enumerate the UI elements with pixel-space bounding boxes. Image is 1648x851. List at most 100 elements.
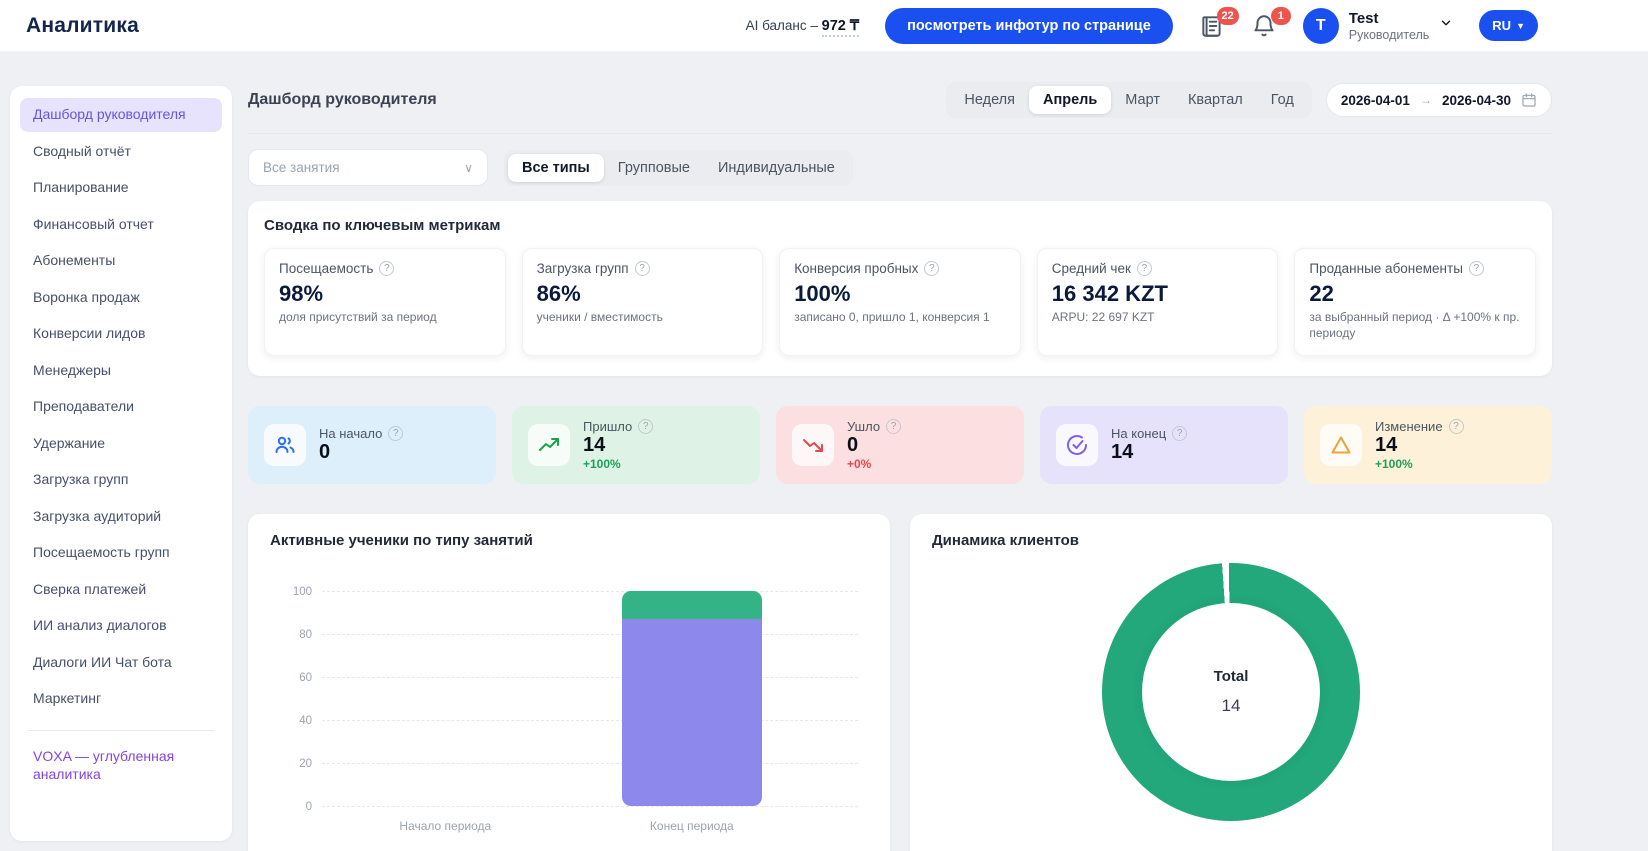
- chevron-down-icon: [1439, 16, 1453, 35]
- date-range-picker[interactable]: 2026-04-01 → 2026-04-30: [1325, 83, 1552, 117]
- sidebar-item-ai-dialog-analysis[interactable]: ИИ анализ диалогов: [33, 617, 167, 633]
- delta-triangle-icon: [1320, 424, 1362, 467]
- x-axis-label-end: Конец периода: [649, 819, 734, 834]
- user-info: Test Руководитель: [1349, 10, 1430, 42]
- sidebar-item-marketing[interactable]: Маркетинг: [33, 690, 102, 706]
- sidebar-item-sales-funnel[interactable]: Воронка продаж: [33, 288, 140, 305]
- sidebar-item-teachers[interactable]: Преподаватели: [33, 398, 134, 414]
- news-button[interactable]: 22: [1199, 6, 1239, 39]
- period-tab-quarter[interactable]: Квартал: [1187, 92, 1243, 108]
- y-tick: 20: [299, 758, 312, 771]
- help-icon[interactable]: ?: [1448, 419, 1464, 435]
- sidebar-item-subscriptions[interactable]: Абонементы: [33, 252, 116, 268]
- trend-down-icon: [792, 424, 834, 467]
- period-tab-group: Неделя Апрель Март Квартал Год: [946, 82, 1312, 118]
- help-icon[interactable]: ?: [1172, 426, 1188, 442]
- donut-total-label: Total: [1213, 668, 1249, 686]
- bar-chart-title: Активные ученики по типу занятий: [270, 532, 533, 550]
- metric-value: 86%: [536, 281, 581, 306]
- caret-down-icon: ▼: [1516, 20, 1525, 31]
- date-to[interactable]: 2026-04-30: [1441, 92, 1511, 108]
- y-tick: 80: [299, 629, 312, 642]
- sidebar-item-group-attendance[interactable]: Посещаемость групп: [33, 544, 170, 560]
- help-icon[interactable]: ?: [379, 261, 395, 276]
- stat-body: На начало? 0: [319, 426, 404, 464]
- sidebar-item-room-load[interactable]: Загрузка аудиторий: [33, 507, 162, 524]
- bell-badge: 1: [1270, 6, 1291, 25]
- type-tab-all[interactable]: Все типы: [508, 153, 604, 182]
- donut-chart-title: Динамика клиентов: [932, 532, 1080, 550]
- help-icon[interactable]: ?: [1468, 261, 1484, 276]
- y-tick: 60: [299, 672, 312, 685]
- metric-label-text: Средний чек: [1051, 261, 1131, 276]
- client-dynamics-chart-card: Динамика клиентов Total 14: [910, 514, 1552, 851]
- sidebar-item-ai-chatbot-dialogs[interactable]: Диалоги ИИ Чат бота: [33, 653, 172, 670]
- help-icon[interactable]: ?: [924, 261, 940, 276]
- metric-label: Конверсия пробных?: [794, 261, 1006, 276]
- stat-label: Изменение?: [1375, 419, 1464, 435]
- users-icon: [264, 424, 306, 467]
- metric-card-trial-conversion: Конверсия пробных? 100% записано 0, приш…: [779, 248, 1021, 357]
- metric-subtitle: за выбранный период · Δ +100% к пр. пери…: [1309, 310, 1520, 340]
- lessons-select[interactable]: Все занятия ∨: [248, 149, 488, 186]
- page-title: Дашборд руководителя: [248, 91, 437, 108]
- donut-ring[interactable]: Total 14: [1102, 563, 1360, 822]
- metric-label-text: Загрузка групп: [536, 261, 629, 276]
- metric-subtitle: ARPU: 22 697 KZT: [1051, 310, 1155, 324]
- gridline: 20: [299, 758, 858, 770]
- donut-total-value: 14: [1221, 696, 1241, 716]
- stat-label: Пришло?: [583, 419, 654, 435]
- client-stats-row: На начало? 0 Пришло? 14 +100%: [248, 406, 1552, 485]
- notifications-button[interactable]: 1: [1251, 6, 1291, 39]
- help-icon[interactable]: ?: [634, 261, 650, 276]
- metric-subtitle: доля присутствий за период: [279, 310, 437, 324]
- sidebar-item-managers[interactable]: Менеджеры: [33, 361, 111, 378]
- news-badge: 22: [1216, 6, 1239, 25]
- help-icon[interactable]: ?: [1136, 261, 1152, 276]
- app-logo: Аналитика: [26, 13, 139, 37]
- stat-body: Ушло? 0 +0%: [847, 419, 902, 471]
- news-icon: [1202, 15, 1221, 37]
- sidebar-item-dashboard[interactable]: Дашборд руководителя: [20, 98, 222, 132]
- type-tab-individual[interactable]: Индивидуальные: [717, 159, 835, 176]
- gridline: 100: [293, 586, 858, 598]
- x-axis-label-start: Начало периода: [399, 819, 492, 834]
- period-tab-week[interactable]: Неделя: [964, 92, 1015, 108]
- date-from[interactable]: 2026-04-01: [1340, 92, 1410, 108]
- period-tab-year[interactable]: Год: [1270, 92, 1294, 108]
- active-students-chart-card: Активные ученики по типу занятий 100 80 …: [248, 514, 890, 851]
- help-icon[interactable]: ?: [638, 419, 654, 435]
- infotour-button[interactable]: посмотреть инфотур по странице: [885, 7, 1173, 44]
- stat-value: 0: [319, 441, 331, 464]
- ai-balance-value[interactable]: 972 ₸: [821, 17, 860, 37]
- voxa-analytics-link[interactable]: VOXA — углубленная аналитика: [33, 747, 175, 783]
- help-icon[interactable]: ?: [388, 426, 404, 442]
- sidebar-item-lead-conversions[interactable]: Конверсии лидов: [33, 325, 146, 341]
- toolbar-divider: [248, 133, 1552, 134]
- user-menu[interactable]: T Test Руководитель: [1302, 7, 1454, 44]
- ai-balance: AI баланс – 972 ₸: [746, 17, 860, 37]
- sidebar-item-group-load[interactable]: Загрузка групп: [33, 471, 129, 487]
- check-circle-icon: [1056, 424, 1098, 467]
- stat-delta: +100%: [583, 457, 621, 472]
- type-tab-group[interactable]: Групповые: [617, 159, 690, 176]
- sidebar-item-financial-report[interactable]: Финансовый отчет: [33, 215, 154, 232]
- sidebar-divider: [28, 729, 214, 731]
- sidebar-item-planning[interactable]: Планирование: [33, 179, 129, 195]
- top-header: Аналитика AI баланс – 972 ₸ посмотреть и…: [0, 0, 1648, 52]
- key-metrics-panel: Сводка по ключевым метрикам Посещаемость…: [248, 201, 1552, 377]
- stacked-bar-end-period[interactable]: [622, 591, 762, 807]
- metric-label: Посещаемость?: [279, 261, 491, 276]
- period-tab-april[interactable]: Апрель: [1028, 86, 1112, 114]
- period-tab-march[interactable]: Март: [1125, 92, 1160, 108]
- chevron-down-icon: ∨: [464, 160, 473, 175]
- metric-value: 16 342 KZT: [1051, 281, 1168, 306]
- sidebar-item-summary-report[interactable]: Сводный отчёт: [33, 142, 131, 159]
- stat-card-change: Изменение? 14 +100%: [1304, 406, 1552, 485]
- toolbar-controls: Неделя Апрель Март Квартал Год 2026-04-0…: [946, 82, 1552, 118]
- sidebar-item-retention[interactable]: Удержание: [33, 434, 106, 451]
- help-icon[interactable]: ?: [886, 419, 902, 435]
- language-switcher[interactable]: RU ▼: [1479, 10, 1538, 41]
- sidebar-item-payment-reconciliation[interactable]: Сверка платежей: [33, 580, 147, 597]
- stat-card-arrived: Пришло? 14 +100%: [512, 406, 760, 485]
